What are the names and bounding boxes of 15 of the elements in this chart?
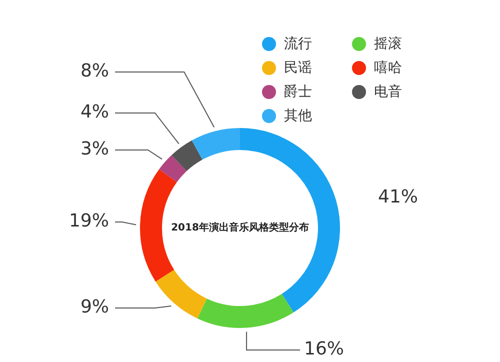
legend-label: 摇滚 (374, 35, 402, 53)
data-label: 8% (80, 60, 109, 82)
data-label: 3% (80, 138, 109, 160)
legend-label: 其他 (284, 107, 312, 125)
legend-label: 爵士 (284, 83, 312, 101)
text: 2018年演出音乐风格类型分布 (171, 222, 309, 234)
legend-label: 流行 (284, 35, 312, 53)
data-label: 41% (378, 186, 418, 208)
legend-label: 嘻哈 (374, 59, 402, 77)
data-label: 9% (80, 296, 109, 318)
legend-label: 电音 (374, 83, 402, 101)
legend-label: 民谣 (284, 59, 312, 77)
data-label: 4% (80, 102, 109, 123)
data-label: 19% (68, 210, 109, 232)
data-label: 16% (304, 338, 344, 360)
